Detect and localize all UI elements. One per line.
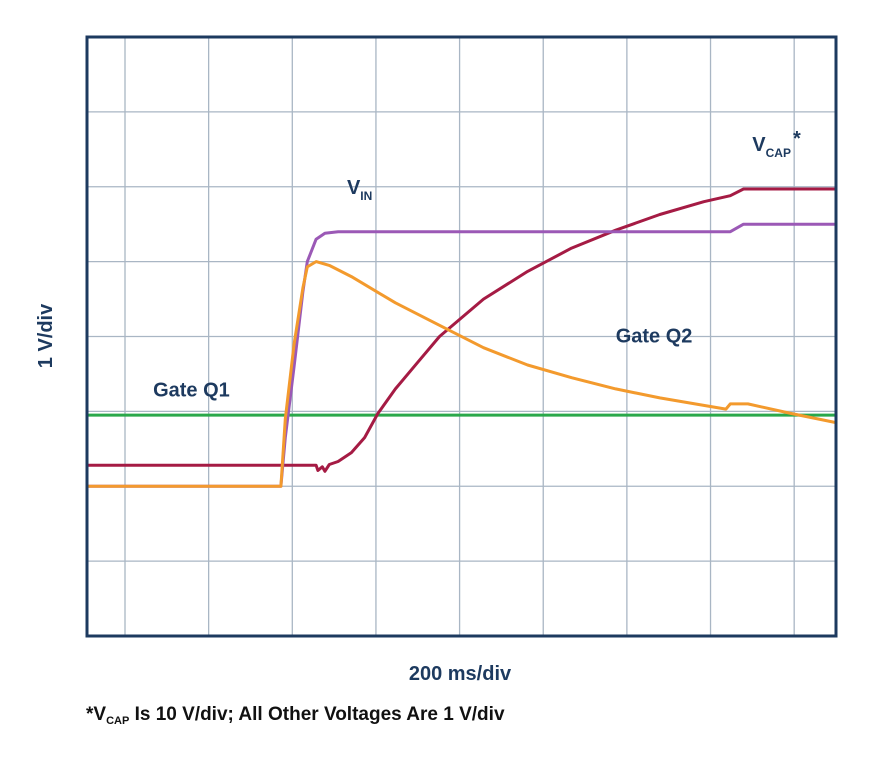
footnote: *VCAP Is 10 V/div; All Other Voltages Ar… [86, 704, 505, 727]
trace-gate-q2 [85, 260, 838, 488]
x-axis-label: 200 ms/div [409, 663, 512, 685]
gate-q2-label: Gate Q2 [616, 325, 693, 347]
trace-vcap [85, 187, 838, 473]
vcap-label: VCAP* [752, 128, 801, 160]
footnote-text: Is 10 V/div; All Other Voltages Are 1 V/… [129, 704, 505, 725]
trace-vin [85, 222, 838, 488]
footnote-subscript: CAP [106, 715, 130, 727]
chart-traces [85, 187, 838, 488]
gate-q1-label: Gate Q1 [153, 379, 230, 401]
vin-label: VIN [347, 177, 372, 203]
plot-frame [85, 35, 838, 638]
footnote-prefix: *V [86, 704, 107, 725]
trace-labels: VIN VCAP* Gate Q1 Gate Q2 [153, 128, 801, 402]
y-axis-label: 1 V/div [35, 303, 57, 368]
